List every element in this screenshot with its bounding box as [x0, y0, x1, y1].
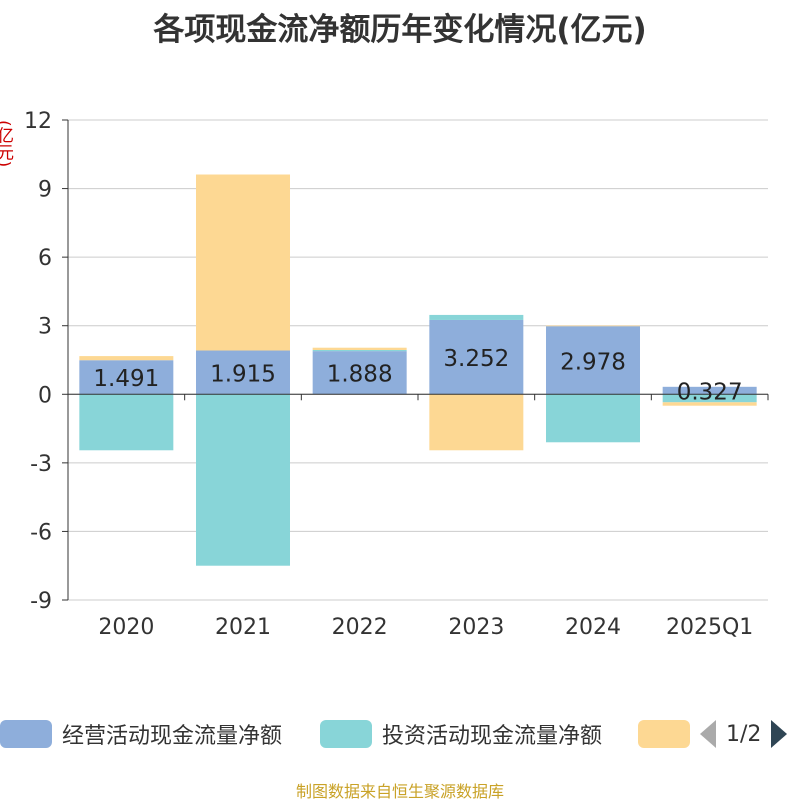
legend-next-page-icon[interactable]	[771, 720, 788, 748]
bar-investing-2020	[79, 394, 174, 451]
bar-investing-2023	[429, 314, 524, 320]
bar-financing-2025Q1	[662, 402, 757, 406]
legend-label-investing: 投资活动现金流量净额	[382, 724, 603, 749]
data-label: 1.491	[93, 366, 159, 392]
bar-investing-2021	[196, 394, 290, 566]
bar-operating-2021	[196, 350, 290, 395]
bar-operating-2020	[79, 360, 174, 395]
y-tick-label: 6	[38, 246, 52, 271]
y-tick-label: 9	[38, 178, 52, 203]
bar-investing-2024	[546, 394, 640, 443]
bar-financing-2020	[79, 356, 174, 361]
y-tick-label: -9	[30, 589, 52, 614]
legend-item-financing[interactable]	[638, 714, 690, 754]
bar-investing-2025Q1	[662, 394, 757, 403]
bar-operating-2024	[546, 326, 640, 395]
chart-title: 各项现金流净额历年变化情况(亿元)	[153, 12, 647, 48]
legend-prev-page-icon[interactable]	[700, 720, 716, 748]
legend-swatch-investing	[320, 720, 372, 748]
legend-label-operating: 经营活动现金流量净额	[62, 724, 283, 749]
y-tick-label: 12	[24, 109, 52, 134]
data-label: 3.252	[443, 346, 509, 372]
y-tick-label: -3	[30, 452, 52, 477]
y-tick-label: 0	[38, 383, 52, 408]
legend-page-indicator: 1/2	[726, 721, 762, 747]
x-tick-label: 2020	[98, 615, 154, 640]
legend-pager: 1/2	[700, 714, 788, 754]
chart-area: 12 9 6 3 0 -3 -6 -9 1.491 1.915 1.888 3.252 2.978 0.3…	[24, 109, 769, 640]
bar-financing-2022	[312, 347, 407, 350]
legend-swatch-financing	[638, 720, 690, 748]
bar-financing-2021	[196, 174, 290, 351]
bar-operating-2022	[312, 351, 407, 395]
y-tick-label: -6	[30, 520, 52, 545]
bar-operating-2023	[429, 319, 524, 395]
x-tick-label: 2025Q1	[666, 615, 753, 640]
data-label: 2.978	[560, 349, 626, 375]
x-tick-label: 2022	[332, 615, 388, 640]
bar-operating-2025Q1	[662, 386, 757, 395]
legend-item-operating[interactable]: 经营活动现金流量净额	[0, 714, 282, 754]
legend-swatch-operating	[0, 720, 52, 748]
x-tick-label: 2024	[565, 615, 621, 640]
data-label: 1.888	[327, 362, 393, 388]
data-label: 1.915	[210, 361, 276, 387]
x-tick-label: 2021	[215, 615, 271, 640]
bar-financing-2023	[429, 394, 524, 451]
bar-investing-2022	[312, 349, 407, 352]
legend-item-investing[interactable]: 投资活动现金流量净额	[320, 714, 602, 754]
y-tick-label: 3	[38, 315, 52, 340]
data-source-note: 制图数据来自恒生聚源数据库	[295, 782, 504, 801]
bar-financing-2024	[546, 325, 640, 327]
legend: 经营活动现金流量净额 投资活动现金流量净额 1/2	[0, 714, 800, 754]
y-axis-unit: (亿元)	[0, 120, 13, 168]
data-label: 0.327	[677, 380, 743, 406]
x-tick-label: 2023	[448, 615, 504, 640]
